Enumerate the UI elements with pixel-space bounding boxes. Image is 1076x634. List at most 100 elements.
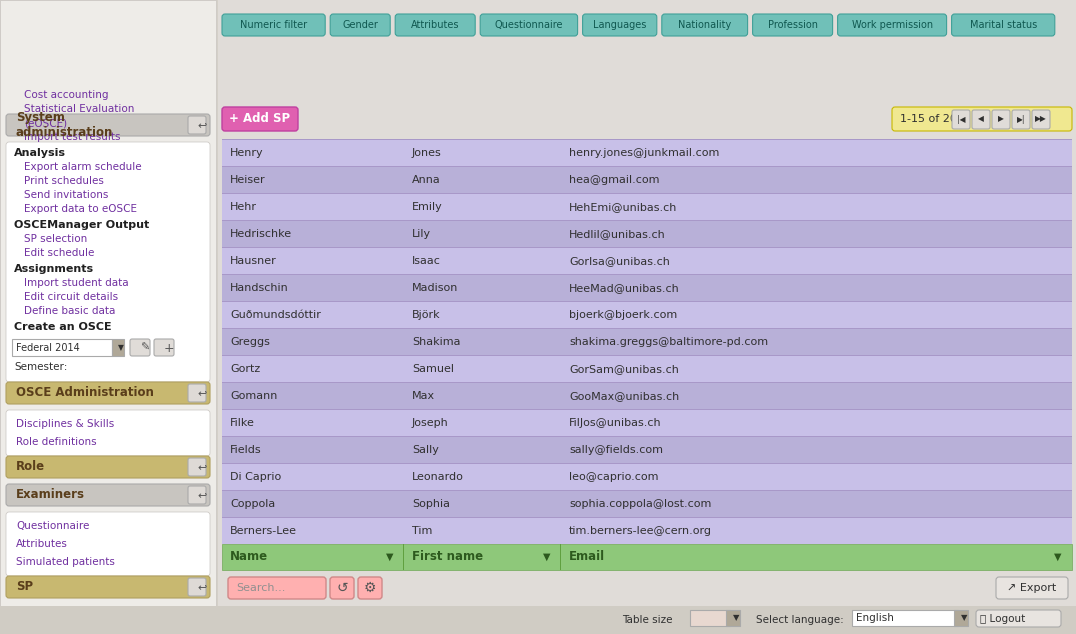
Text: Profession: Profession: [767, 20, 818, 30]
Text: ▶|: ▶|: [1017, 115, 1025, 124]
FancyBboxPatch shape: [837, 14, 947, 36]
FancyBboxPatch shape: [951, 14, 1054, 36]
Text: Define basic data: Define basic data: [24, 306, 115, 316]
Text: FilJos@unibas.ch: FilJos@unibas.ch: [569, 418, 662, 428]
Bar: [222, 274, 1072, 275]
Text: tim.berners-lee@cern.org: tim.berners-lee@cern.org: [569, 526, 712, 536]
Text: Cost accounting: Cost accounting: [24, 90, 109, 100]
Text: Hedlil@unibas.ch: Hedlil@unibas.ch: [569, 229, 666, 239]
Text: Attributes: Attributes: [16, 539, 68, 549]
Text: OSCEManager Output: OSCEManager Output: [14, 220, 150, 230]
Text: Import student data: Import student data: [24, 278, 129, 288]
Bar: [222, 490, 1072, 491]
FancyBboxPatch shape: [222, 14, 325, 36]
FancyBboxPatch shape: [952, 110, 969, 129]
Bar: [112, 339, 124, 356]
Bar: [222, 220, 1072, 221]
Text: Edit schedule: Edit schedule: [24, 248, 95, 258]
Text: Export alarm schedule: Export alarm schedule: [24, 162, 142, 172]
Text: ▼: ▼: [118, 344, 124, 353]
Text: ▼: ▼: [961, 614, 967, 623]
Text: Examiners: Examiners: [16, 489, 85, 501]
Bar: [222, 167, 1072, 193]
Text: Björk: Björk: [412, 310, 441, 320]
FancyBboxPatch shape: [222, 107, 298, 131]
Text: Di Caprio: Di Caprio: [230, 472, 281, 482]
Text: Role: Role: [16, 460, 45, 474]
Text: Heiser: Heiser: [230, 175, 266, 185]
Bar: [222, 436, 1072, 437]
Text: Statistical Evaluation: Statistical Evaluation: [24, 104, 134, 114]
Bar: [222, 166, 1072, 167]
Text: Handschin: Handschin: [230, 283, 288, 293]
Text: Hehr: Hehr: [230, 202, 257, 212]
Bar: [222, 193, 1072, 194]
Text: Joseph: Joseph: [412, 418, 449, 428]
Text: Marital status: Marital status: [969, 20, 1037, 30]
Bar: [222, 194, 1072, 220]
FancyBboxPatch shape: [1032, 110, 1050, 129]
FancyBboxPatch shape: [6, 512, 210, 576]
Text: SP selection: SP selection: [24, 234, 87, 244]
Text: Import test results: Import test results: [24, 132, 121, 142]
Text: ↺: ↺: [336, 581, 348, 595]
Bar: [222, 437, 1072, 463]
Bar: [222, 139, 1072, 140]
Bar: [222, 301, 1072, 302]
Text: Lily: Lily: [412, 229, 431, 239]
Text: Federal 2014: Federal 2014: [16, 343, 80, 353]
FancyBboxPatch shape: [6, 114, 210, 136]
Text: ▶: ▶: [999, 115, 1004, 124]
Text: ↗ Export: ↗ Export: [1007, 583, 1057, 593]
Bar: [12, 339, 112, 356]
Text: Hausner: Hausner: [230, 256, 277, 266]
FancyBboxPatch shape: [228, 577, 326, 599]
Text: Guðmundsdóttir: Guðmundsdóttir: [230, 310, 321, 320]
Bar: [222, 410, 1072, 436]
Text: henry.jones@junkmail.com: henry.jones@junkmail.com: [569, 148, 720, 158]
Text: GooMax@unibas.ch: GooMax@unibas.ch: [569, 391, 679, 401]
FancyBboxPatch shape: [1013, 110, 1030, 129]
FancyBboxPatch shape: [6, 382, 210, 404]
Bar: [726, 610, 740, 626]
Text: Disciplines & Skills: Disciplines & Skills: [16, 419, 114, 429]
Bar: [222, 464, 1072, 490]
Text: Table size: Table size: [622, 615, 672, 625]
FancyBboxPatch shape: [188, 486, 206, 504]
Text: HeeMad@unibas.ch: HeeMad@unibas.ch: [569, 283, 680, 293]
Text: sophia.coppola@lost.com: sophia.coppola@lost.com: [569, 499, 711, 509]
Text: bjoerk@bjoerk.com: bjoerk@bjoerk.com: [569, 310, 677, 320]
Text: Questionnaire: Questionnaire: [16, 521, 89, 531]
Bar: [222, 248, 1072, 274]
Text: ⏻ Logout: ⏻ Logout: [980, 614, 1025, 624]
Text: OSCE Administration: OSCE Administration: [16, 387, 154, 399]
Text: Hedrischke: Hedrischke: [230, 229, 292, 239]
Text: Work permission: Work permission: [851, 20, 933, 30]
FancyBboxPatch shape: [662, 14, 748, 36]
Bar: [222, 221, 1072, 247]
Bar: [218, 0, 1076, 606]
Text: GorIsa@unibas.ch: GorIsa@unibas.ch: [569, 256, 670, 266]
Bar: [222, 518, 1072, 544]
Bar: [852, 610, 958, 626]
Bar: [222, 463, 1072, 464]
Text: Henry: Henry: [230, 148, 264, 158]
Text: ▼: ▼: [386, 552, 394, 562]
Text: ⚙: ⚙: [364, 581, 377, 595]
Text: Jones: Jones: [412, 148, 442, 158]
Text: Nationality: Nationality: [678, 20, 732, 30]
Text: ↩: ↩: [197, 462, 207, 472]
FancyBboxPatch shape: [992, 110, 1010, 129]
FancyBboxPatch shape: [358, 577, 382, 599]
Bar: [222, 329, 1072, 355]
Text: ▼: ▼: [733, 614, 739, 623]
FancyBboxPatch shape: [752, 14, 833, 36]
FancyBboxPatch shape: [892, 107, 1072, 131]
Text: + Add SP: + Add SP: [229, 112, 291, 126]
FancyBboxPatch shape: [395, 14, 476, 36]
Text: ↩: ↩: [197, 582, 207, 592]
Text: Select language:: Select language:: [756, 615, 844, 625]
Text: Numeric filter: Numeric filter: [240, 20, 307, 30]
Text: GorSam@unibas.ch: GorSam@unibas.ch: [569, 364, 679, 374]
Text: Assignments: Assignments: [14, 264, 94, 274]
